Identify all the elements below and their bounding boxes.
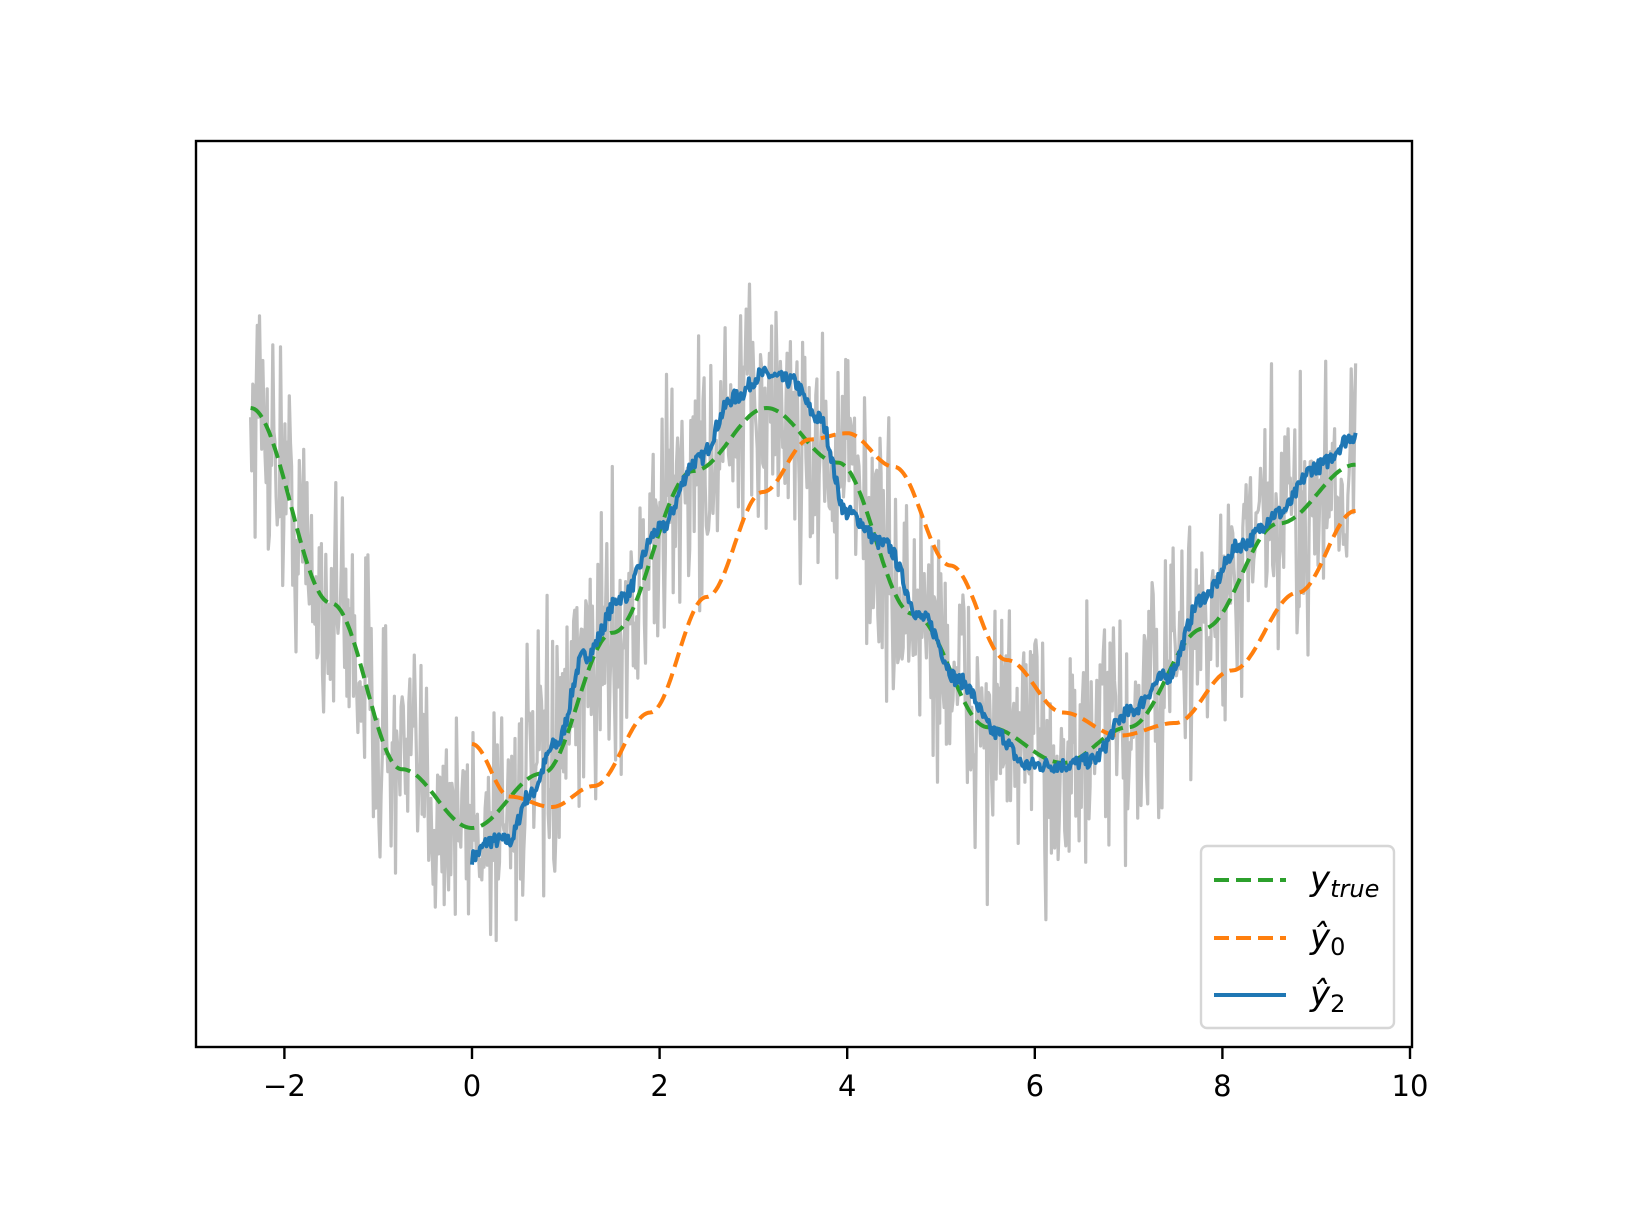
legend: ytrue ŷ0 ŷ2 — [1199, 844, 1396, 1030]
legend-box — [1199, 844, 1396, 1030]
legend-label: ytrue — [1309, 859, 1379, 903]
x-tick-label: 10 — [1392, 1069, 1429, 1103]
x-tick-label: −2 — [263, 1069, 306, 1103]
x-axis: −2 0 2 4 6 8 10 — [263, 1047, 1428, 1103]
y-hat-2-line — [470, 365, 1358, 865]
legend-label: ŷ2 — [1309, 974, 1345, 1018]
x-tick-label: 4 — [838, 1069, 856, 1103]
x-tick-label: 0 — [463, 1069, 481, 1103]
plot-area — [249, 282, 1358, 943]
x-tick-label: 6 — [1026, 1069, 1044, 1103]
axes-frame — [194, 139, 1414, 1049]
y-hat-0-line — [471, 431, 1356, 809]
x-tick-label: 2 — [650, 1069, 668, 1103]
legend-label: ŷ0 — [1309, 917, 1345, 961]
x-tick-label: 8 — [1213, 1069, 1231, 1103]
